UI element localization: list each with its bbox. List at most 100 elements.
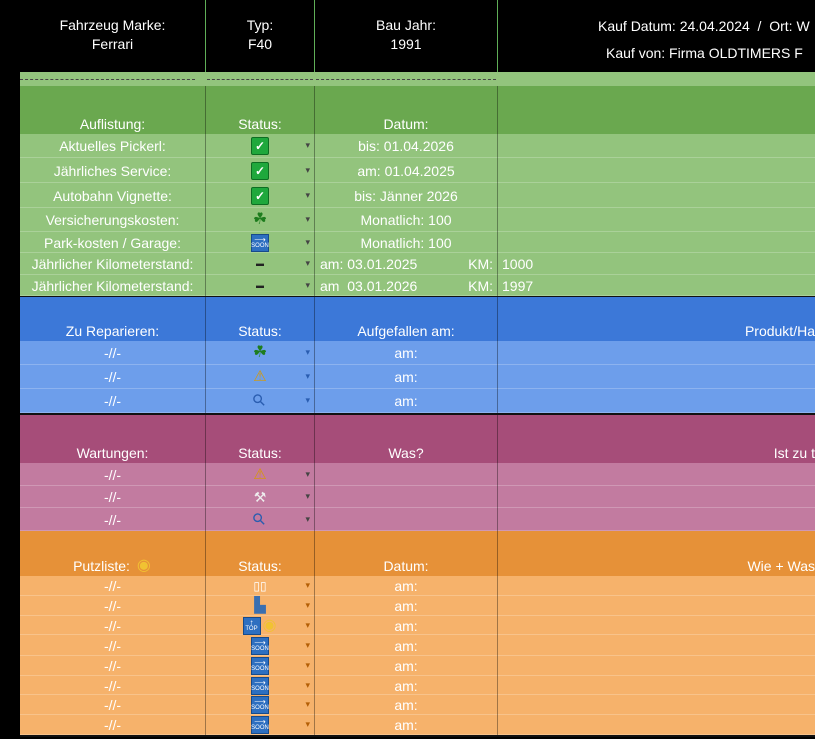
chevron-down-icon[interactable]: ▾ — [305, 699, 310, 709]
status-dropdown[interactable]: ⚲ ▾ — [206, 389, 314, 413]
status-dropdown[interactable]: ☘ ▾ — [206, 208, 314, 232]
chevron-down-icon[interactable]: ▾ — [305, 140, 310, 150]
table-row — [20, 158, 815, 183]
section-title-text: Putzliste: — [73, 558, 130, 574]
column-divider — [205, 297, 206, 413]
row-label: -//- — [103, 511, 122, 528]
status-dropdown[interactable]: ▯▯ ▾ — [206, 576, 314, 596]
section-title-text: Zu Reparieren: — [65, 323, 160, 339]
dashed-line — [20, 79, 195, 80]
status-dropdown[interactable]: ⟶ SOON ▾ — [206, 695, 314, 715]
chevron-down-icon[interactable]: ▾ — [305, 258, 310, 268]
status-dropdown[interactable]: ⟶ SOON ▾ — [206, 676, 314, 695]
soon-arrow: ⟶ — [254, 658, 266, 667]
soon-text: SOON — [251, 705, 269, 711]
status-dropdown[interactable]: ⟶ SOON ▾ — [206, 656, 314, 676]
chevron-down-icon[interactable]: ▾ — [305, 190, 310, 200]
chevron-down-icon[interactable]: ▾ — [305, 600, 310, 610]
column-divider — [314, 86, 315, 296]
column-header: Produkt/Ha — [744, 323, 815, 339]
brand-value: Ferrari — [91, 36, 134, 52]
km-label: KM: — [468, 277, 493, 294]
top-icon: ↑ TOP — [242, 616, 261, 635]
table-row — [20, 656, 815, 676]
chevron-down-icon[interactable]: ▾ — [305, 620, 310, 630]
soon-arrow: ⟶ — [254, 717, 266, 726]
chevron-down-icon[interactable]: ▾ — [305, 660, 310, 670]
status-dropdown[interactable]: ↑ TOP ◉ ▾ — [206, 616, 314, 635]
section-header-maintenance — [20, 415, 815, 463]
row-value: bis: Jänner 2026 — [354, 187, 458, 204]
column-divider — [205, 86, 206, 296]
chevron-down-icon[interactable]: ▾ — [305, 347, 310, 357]
row-value: am: — [394, 658, 418, 674]
row-label: Jährliches Service: — [53, 162, 172, 179]
table-row — [20, 695, 815, 715]
status-dropdown[interactable]: ⚲ ▾ — [206, 508, 314, 531]
chevron-down-icon[interactable]: ▾ — [305, 580, 310, 590]
status-header: Status: — [238, 323, 282, 339]
chevron-down-icon[interactable]: ▾ — [305, 491, 310, 501]
column-header: Was? — [388, 445, 424, 461]
status-dropdown[interactable]: ⟶ SOON ▾ — [206, 635, 314, 656]
chevron-down-icon[interactable]: ▾ — [305, 280, 310, 290]
column-divider — [314, 531, 315, 735]
chevron-down-icon[interactable]: ▾ — [305, 371, 310, 381]
chevron-down-icon[interactable]: ▾ — [305, 719, 310, 729]
sponge-icon: ◉ — [262, 616, 277, 634]
status-dropdown[interactable]: ⚠ ▾ — [206, 463, 314, 486]
magnifier-icon: ⚲ — [249, 390, 270, 411]
table-row — [20, 183, 815, 208]
row-label: -//- — [103, 578, 122, 594]
status-dropdown[interactable]: ✓ ▾ — [206, 183, 314, 208]
status-dropdown[interactable]: ✓ ▾ — [206, 158, 314, 183]
row-value: am: — [394, 617, 418, 634]
status-dropdown[interactable]: ▬ ▾ — [206, 275, 314, 296]
soon-arrow: ⟶ — [254, 677, 266, 687]
checkbox-icon: ✓ — [251, 186, 269, 205]
row-date: am 03.01.2026 — [320, 277, 418, 294]
table-row — [20, 486, 815, 508]
status-dropdown[interactable]: ⟶ SOON ▾ — [206, 715, 314, 735]
status-dropdown[interactable]: ✓ ▾ — [206, 134, 314, 158]
chevron-down-icon[interactable]: ▾ — [305, 680, 310, 690]
status-dropdown[interactable]: ☘ ▾ — [206, 341, 314, 365]
status-header: Status: — [238, 558, 282, 574]
column-divider — [314, 297, 315, 413]
clover-icon: ☘ — [252, 211, 268, 228]
soon-arrow: ⟶ — [254, 697, 266, 706]
header-divider — [205, 0, 206, 72]
column-divider — [497, 297, 498, 413]
table-row — [20, 508, 815, 531]
seller-line: Kauf von: Firma OLDTIMERS F — [606, 45, 803, 61]
chevron-down-icon[interactable]: ▾ — [305, 165, 310, 175]
row-value: bis: 01.04.2026 — [358, 138, 454, 154]
top-sponge-icon: ↑ TOP ◉ — [242, 616, 278, 635]
chevron-down-icon[interactable]: ▾ — [305, 237, 310, 247]
row-label: -//- — [103, 637, 122, 654]
status-dropdown[interactable]: ⚠ ▾ — [206, 365, 314, 389]
status-dropdown[interactable]: ▙ ▾ — [206, 596, 314, 616]
top-arrow: ↑ — [249, 617, 254, 627]
chevron-down-icon[interactable]: ▾ — [305, 395, 310, 405]
car-icon: ▬ — [256, 259, 264, 268]
status-dropdown[interactable]: ▬ ▾ — [206, 253, 314, 275]
soon-text: SOON — [251, 645, 269, 652]
row-label: -//- — [103, 598, 122, 614]
chevron-down-icon[interactable]: ▾ — [305, 514, 310, 524]
row-label: -//- — [103, 697, 122, 713]
status-dropdown[interactable]: ⟶ SOON ▾ — [206, 232, 314, 253]
status-header: Status: — [238, 445, 282, 461]
column-divider — [205, 415, 206, 531]
clover-icon: ☘ — [252, 344, 268, 361]
chevron-down-icon[interactable]: ▾ — [305, 640, 310, 650]
column-header: Aufgefallen am: — [357, 323, 455, 339]
chevron-down-icon[interactable]: ▾ — [305, 214, 310, 224]
row-value: am: — [394, 393, 418, 409]
soon-text: SOON — [251, 725, 269, 731]
table-row — [20, 365, 815, 389]
chevron-down-icon[interactable]: ▾ — [305, 469, 310, 479]
row-label: Jährlicher Kilometerstand: — [31, 277, 194, 294]
table-row — [20, 341, 815, 365]
status-dropdown[interactable]: ⚒ ▾ — [206, 486, 314, 508]
